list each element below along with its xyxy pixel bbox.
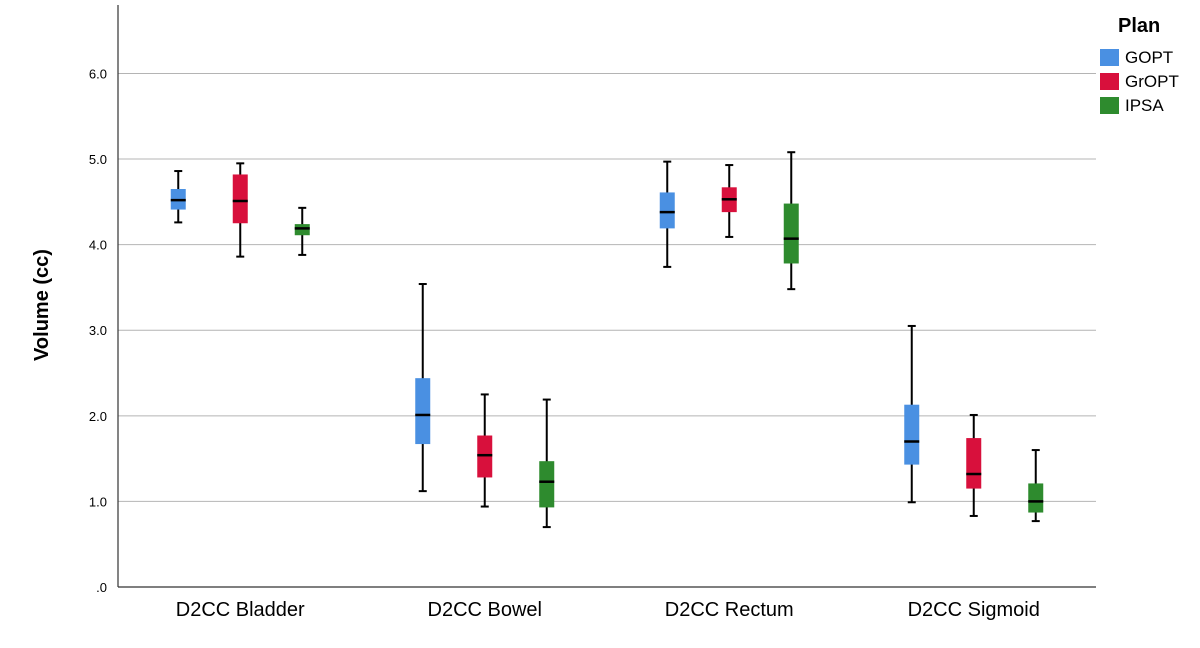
iqr-box [539, 461, 555, 508]
iqr-box [904, 404, 920, 465]
y-tick-label: 5.0 [89, 152, 107, 167]
box-ipsa [1028, 449, 1044, 523]
x-tick-label: D2CC Rectum [665, 599, 794, 621]
iqr-box [1028, 483, 1044, 513]
iqr-box [659, 192, 675, 229]
legend-label-ipsa: IPSA [1125, 96, 1164, 115]
gridlines [118, 72, 1096, 502]
box-ipsa [783, 151, 799, 291]
y-tick-label: 2.0 [89, 409, 107, 424]
iqr-box [477, 435, 493, 478]
iqr-box [294, 224, 310, 236]
box-ipsa [539, 398, 555, 529]
y-tick-label: 6.0 [89, 66, 107, 81]
box-gopt [659, 160, 675, 268]
x-tick-label: D2CC Bowel [428, 599, 542, 621]
x-tick-label: D2CC Sigmoid [908, 599, 1040, 621]
y-axis-label: Volume (cc) [31, 249, 53, 361]
box-gropt [966, 413, 982, 517]
axes: .0 1.0 2.0 3.0 4.0 5.0 6.0 D2CC Bladder D2CC Bow… [89, 5, 1096, 621]
legend-swatch-gropt [1100, 73, 1119, 90]
legend-title: Plan [1118, 15, 1160, 37]
legend: GOPT GrOPT IPSA [1100, 48, 1179, 115]
iqr-box [783, 203, 799, 264]
y-tick-label: 4.0 [89, 238, 107, 253]
box-gopt [415, 283, 431, 493]
y-tick-label: 1.0 [89, 494, 107, 509]
box-ipsa [294, 206, 310, 256]
iqr-box [415, 378, 431, 445]
legend-label-gopt: GOPT [1125, 48, 1173, 67]
y-tick-label: 3.0 [89, 323, 107, 338]
y-tick-label: .0 [96, 580, 107, 595]
box-gropt [477, 393, 493, 508]
legend-swatch-ipsa [1100, 97, 1119, 114]
legend-label-gropt: GrOPT [1125, 72, 1179, 91]
iqr-box [966, 438, 982, 489]
box-gropt [721, 164, 737, 238]
legend-swatch-gopt [1100, 49, 1119, 66]
iqr-box [232, 174, 248, 224]
boxes [170, 151, 1044, 529]
box-gopt [170, 170, 186, 224]
x-tick-label: D2CC Bladder [176, 599, 305, 621]
box-gopt [904, 324, 920, 504]
box-gropt [232, 162, 248, 258]
